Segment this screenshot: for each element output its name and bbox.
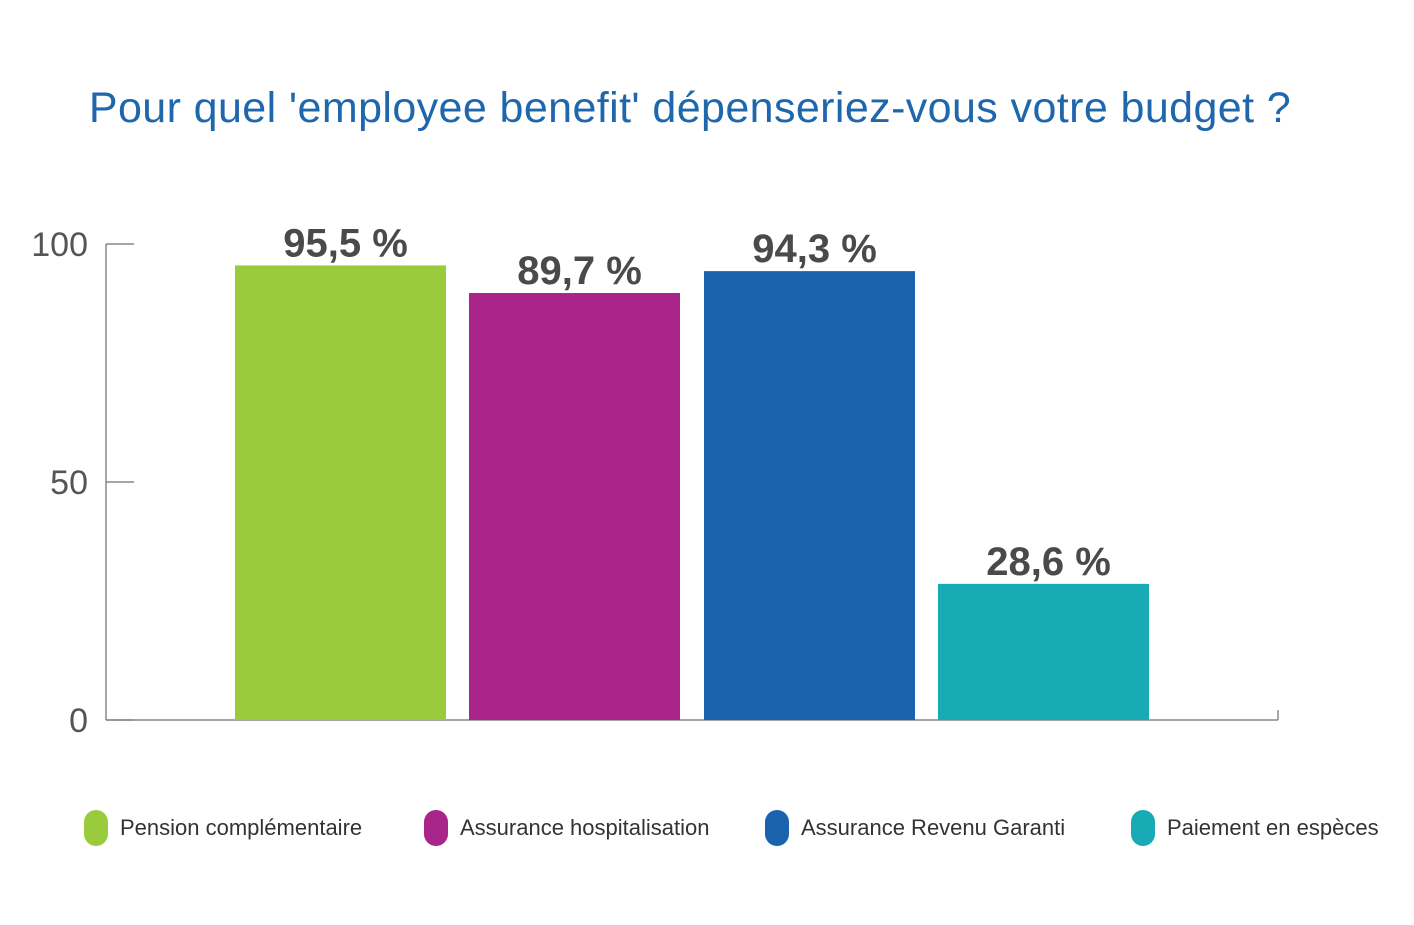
bars [235,265,1149,720]
legend-item: Assurance hospitalisation [424,808,709,848]
y-tick-label: 100 [31,226,88,264]
legend-swatch [765,810,789,846]
legend-swatch [84,810,108,846]
y-tick-label: 0 [69,702,88,740]
bar-2 [469,293,680,720]
value-labels: 95,5 % 89,7 % 94,3 % 28,6 % [283,221,1111,583]
legend-item: Pension complémentaire [84,808,362,848]
chart-title: Pour quel 'employee benefit' dépenseriez… [88,84,1292,132]
legend-item: Assurance Revenu Garanti [765,808,1065,848]
legend-swatch [1131,810,1155,846]
bar-value-label: 94,3 % [752,227,877,271]
bar-value-label: 95,5 % [283,221,408,265]
bar-3 [704,271,915,720]
legend: Pension complémentaire Assurance hospital… [0,808,1414,848]
legend-label: Pension complémentaire [120,815,363,840]
legend-item: Paiement en espèces [1131,808,1379,848]
bar-4 [938,583,1149,720]
bar-value-label: 28,6 % [986,540,1111,584]
bar-value-label: 89,7 % [517,249,642,293]
legend-label: Assurance hospitalisation [460,815,710,840]
legend-swatch [424,810,448,846]
legend-label: Paiement en espèces [1167,815,1379,840]
legend-label: Assurance Revenu Garanti [801,815,1066,840]
y-tick-label: 50 [50,464,88,502]
bar-1 [235,265,446,720]
